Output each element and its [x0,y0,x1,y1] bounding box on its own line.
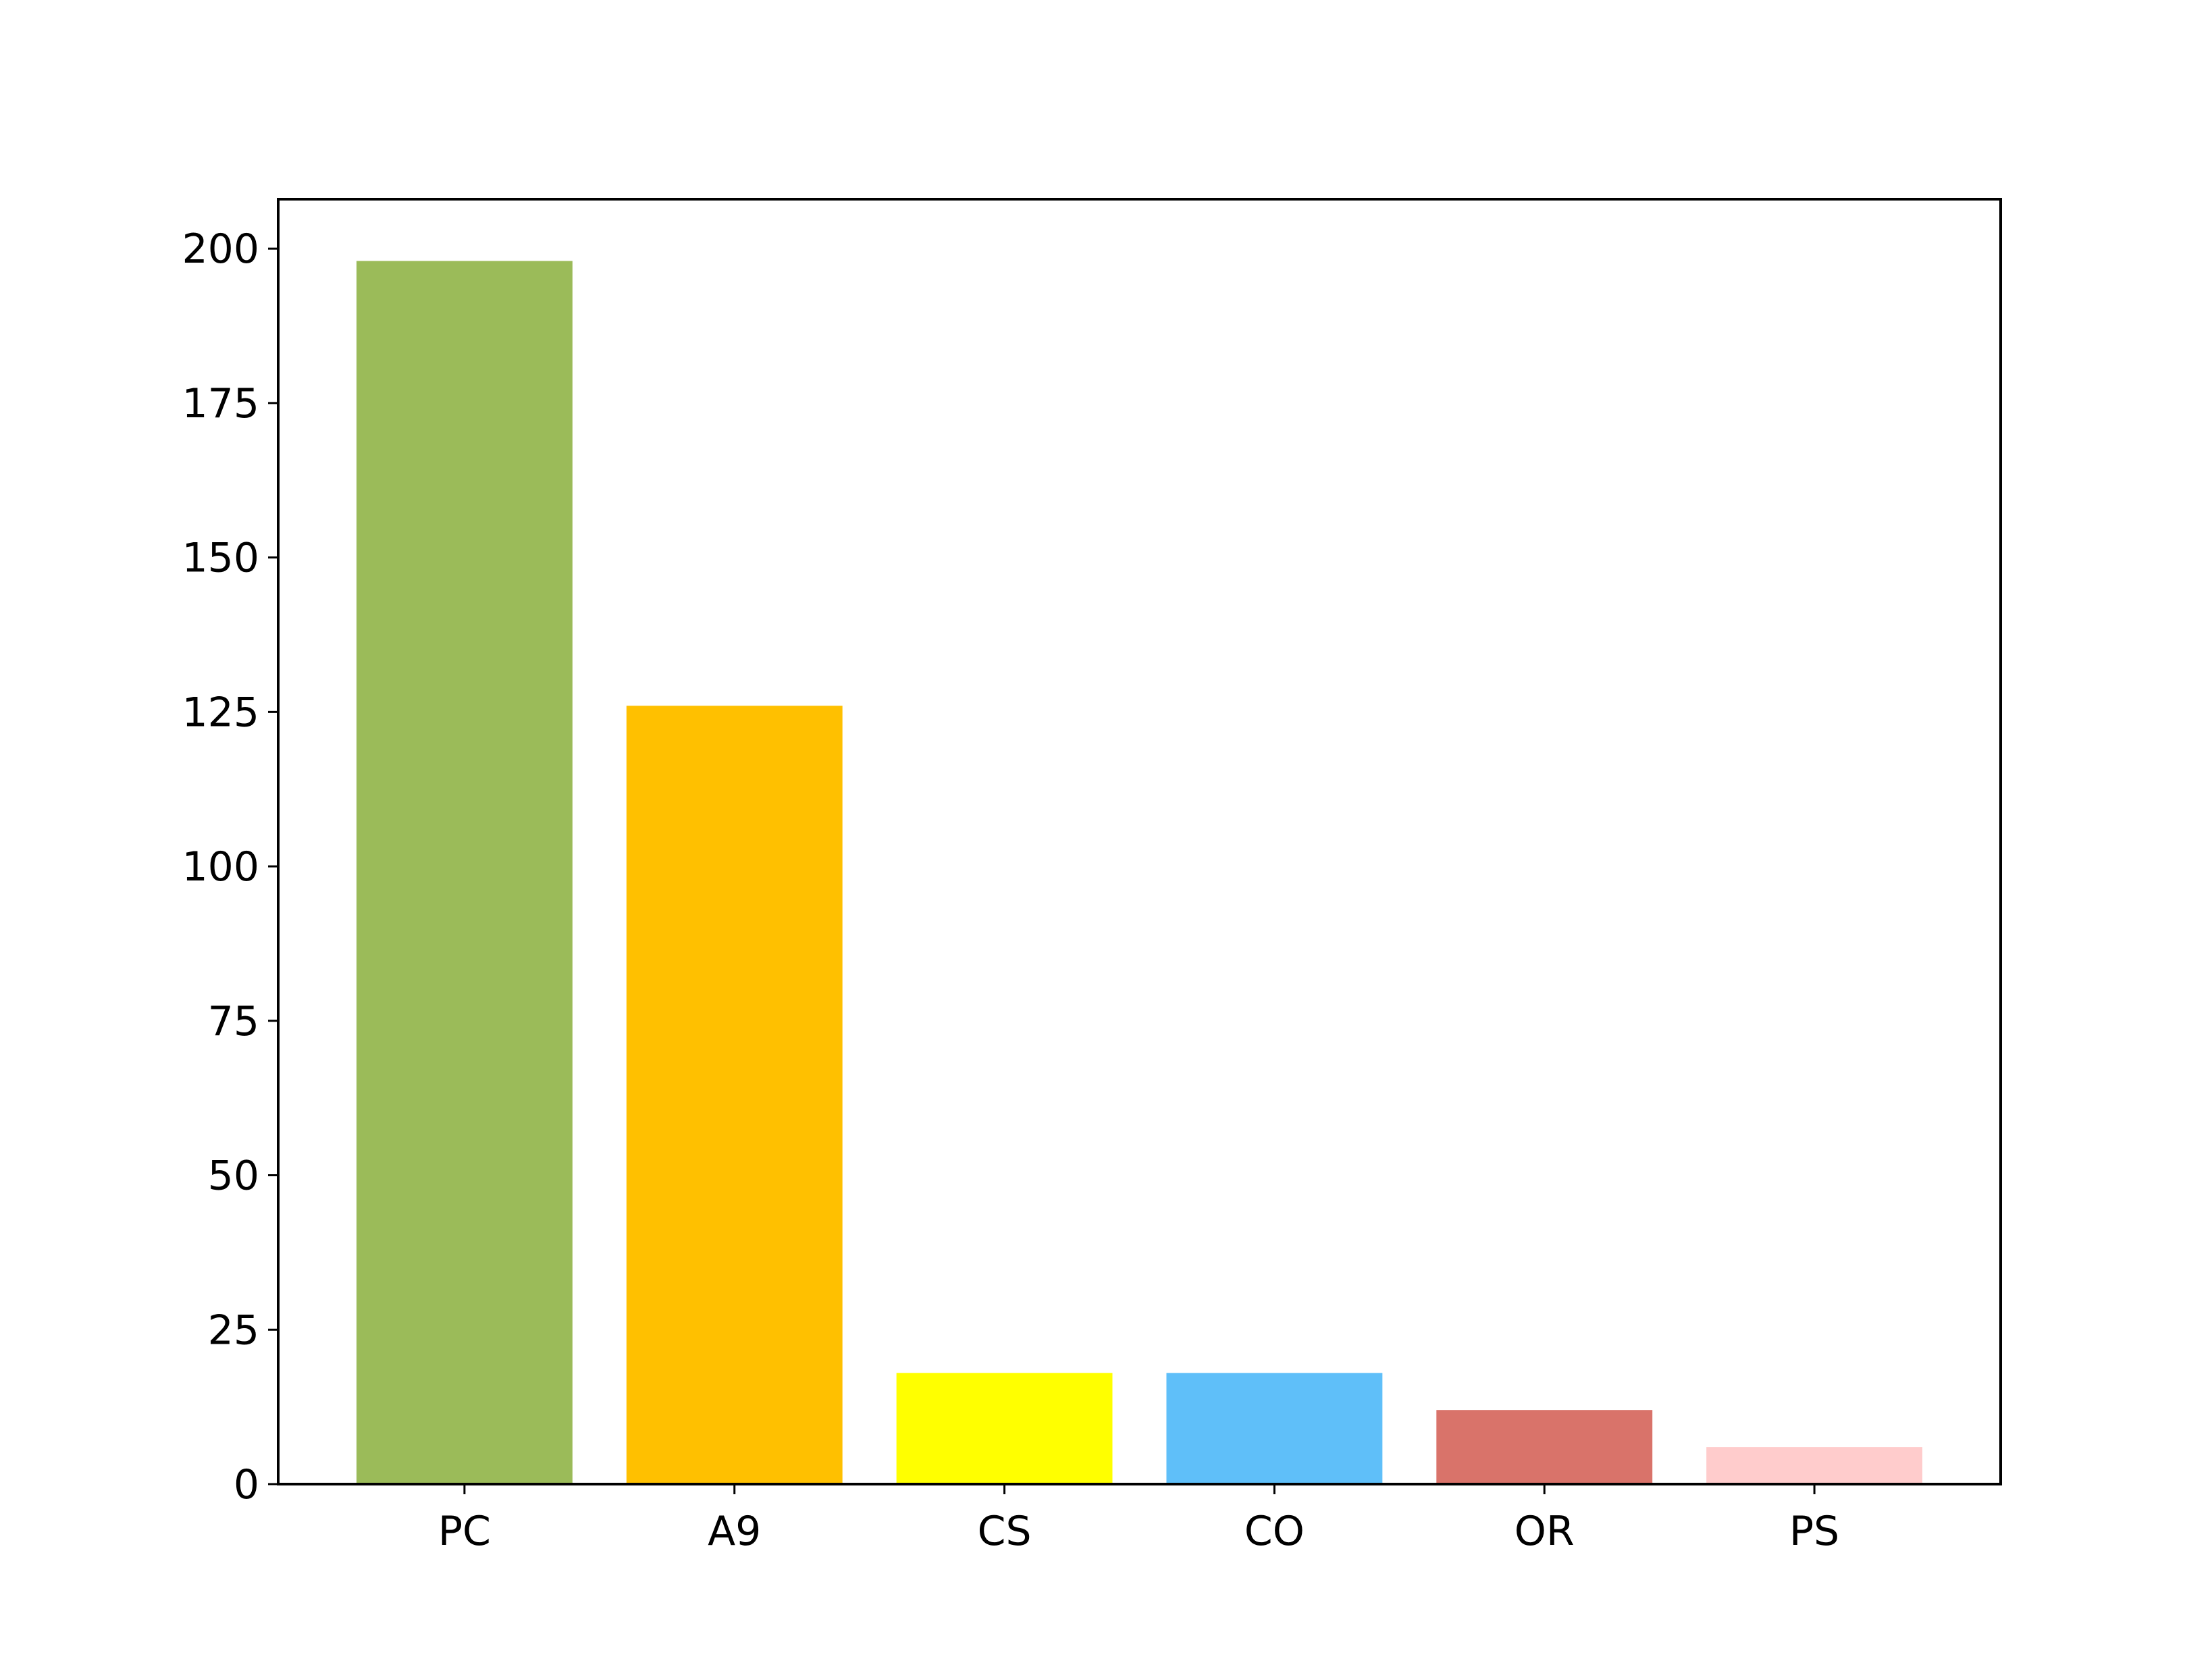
bar-cs [896,1373,1113,1484]
y-tick-label: 50 [208,1153,259,1200]
y-tick-label: 25 [208,1307,259,1354]
x-tick-label: A9 [708,1508,761,1555]
bars-layer [356,261,1923,1485]
y-tick-label: 200 [182,226,259,273]
y-tick-label: 175 [182,380,259,427]
x-tick-label: PC [438,1508,491,1555]
x-tick-label: OR [1515,1508,1575,1555]
plot-frame [277,198,2002,1485]
x-tick-label: CS [978,1508,1032,1555]
y-tick-label: 0 [234,1461,259,1508]
bar-a9 [626,706,843,1484]
bar-co [1166,1373,1383,1484]
y-tick-label: 100 [182,843,259,891]
bar-or [1436,1410,1653,1484]
bar-pc [356,261,573,1485]
x-tick-label: PS [1789,1508,1839,1555]
y-tick-label: 125 [182,689,259,736]
bar-ps [1706,1447,1923,1484]
x-tick-label: CO [1244,1508,1305,1555]
x-axis: PC A9 CS CO OR PS [438,1484,1839,1555]
y-tick-label: 75 [208,998,259,1045]
y-axis: 0 25 50 75 100 125 150 175 200 [182,226,278,1508]
y-tick-label: 150 [182,535,259,582]
